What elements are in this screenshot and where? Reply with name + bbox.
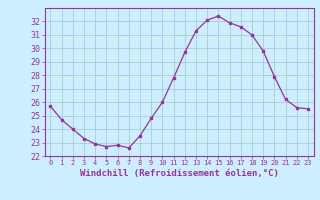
X-axis label: Windchill (Refroidissement éolien,°C): Windchill (Refroidissement éolien,°C): [80, 169, 279, 178]
